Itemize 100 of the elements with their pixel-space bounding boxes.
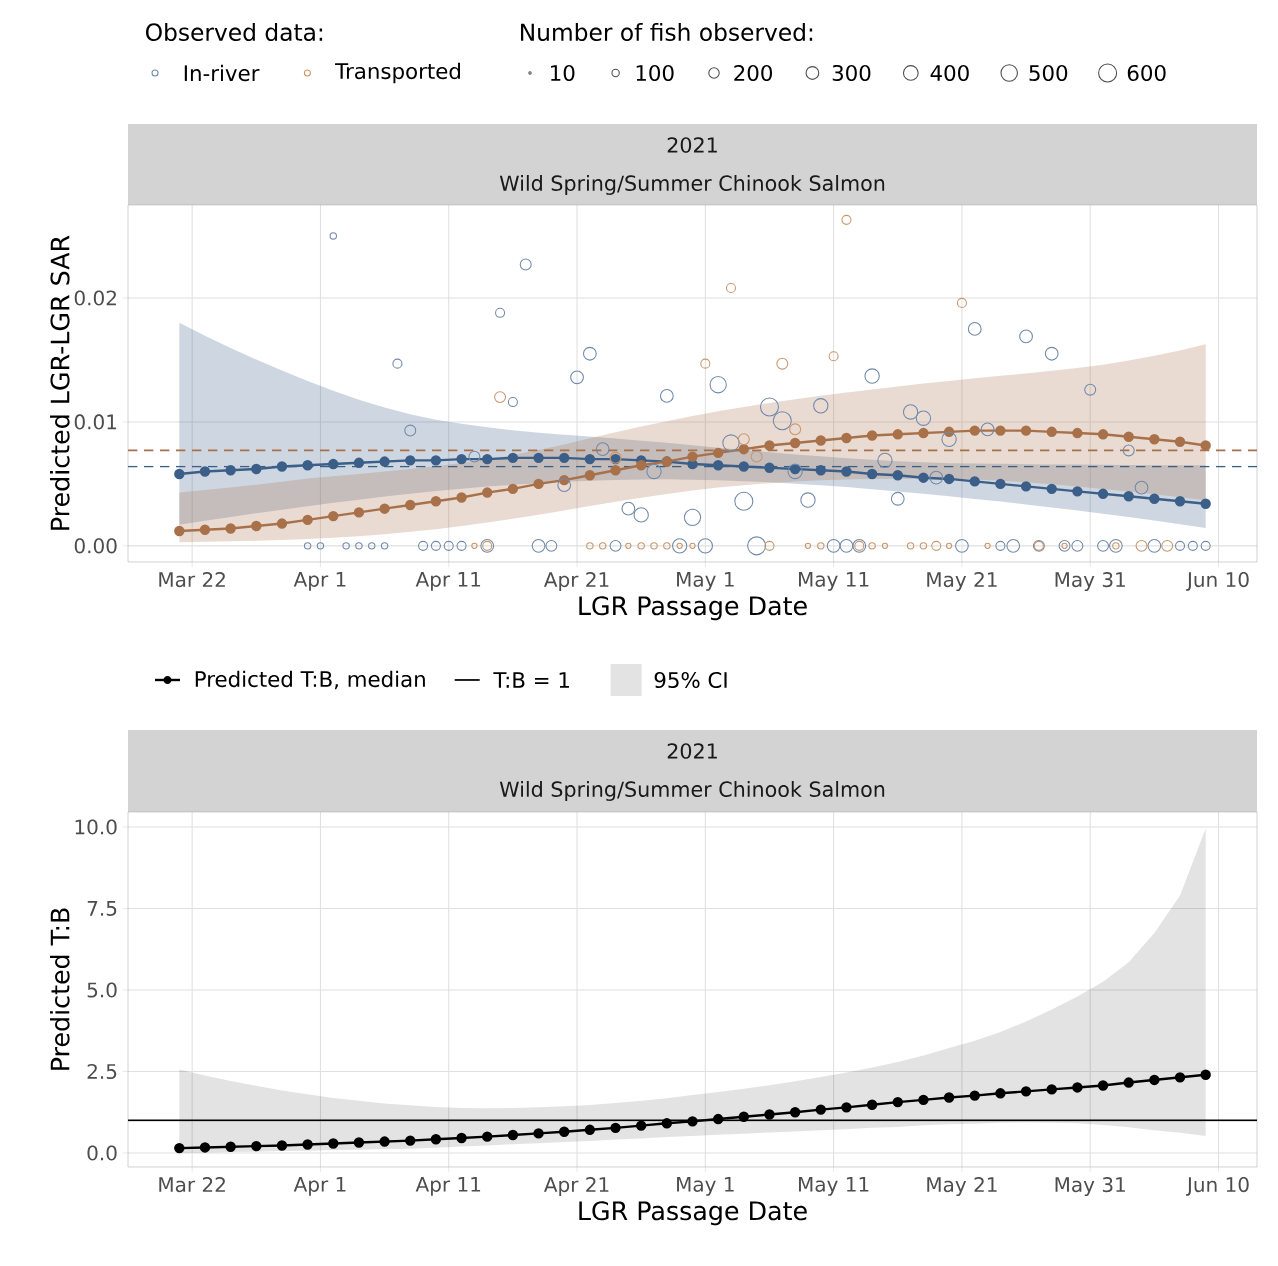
point — [1072, 1082, 1083, 1093]
point — [841, 432, 852, 444]
legend-label: T:B = 1 — [493, 672, 569, 688]
x-tick-label: May 21 — [927, 1177, 997, 1197]
point — [892, 429, 903, 440]
point — [456, 453, 467, 465]
x-tick-label: May 21 — [927, 572, 997, 592]
point — [174, 525, 185, 537]
point — [1097, 429, 1109, 440]
y-tick-label: 0.02 — [74, 290, 116, 306]
x-tick-label: May 1 — [677, 1177, 734, 1196]
point — [276, 518, 288, 529]
legend-label: 500 — [1029, 64, 1068, 82]
chart-title: 2021 — [667, 743, 717, 759]
y-tick-label: 5.0 — [87, 982, 117, 998]
point — [610, 465, 621, 476]
point — [610, 1122, 621, 1134]
point — [1200, 1069, 1211, 1080]
point — [866, 468, 878, 480]
y-tick-label: 0.0 — [87, 1145, 117, 1161]
point — [943, 1092, 955, 1103]
point — [482, 1131, 493, 1142]
point — [1097, 488, 1109, 499]
y-tick-label: 7.5 — [87, 901, 117, 916]
y-tick-label: 0.00 — [74, 538, 117, 554]
point — [584, 1124, 596, 1136]
legend-label: 200 — [734, 64, 772, 82]
point — [456, 1132, 467, 1144]
point — [738, 443, 750, 455]
legend-title: Observed data: — [146, 22, 323, 42]
x-tick-label: Apr 11 — [415, 572, 481, 591]
legend-label: Transported — [335, 62, 460, 84]
point — [584, 470, 596, 481]
x-tick-label: Mar 22 — [159, 572, 225, 588]
point — [1174, 496, 1186, 507]
point — [969, 1090, 980, 1101]
chart-title: 2021 — [667, 137, 717, 153]
legend-label: 10 — [551, 64, 575, 82]
point — [251, 520, 262, 532]
point — [866, 1099, 878, 1110]
point — [1149, 434, 1160, 445]
point — [1200, 440, 1211, 451]
point — [764, 462, 775, 473]
point — [1020, 481, 1032, 492]
point — [712, 447, 724, 459]
chart-subtitle: Wild Spring/Summer Chinook Salmon — [499, 780, 885, 801]
legend-label: Predicted T:B, median — [195, 670, 425, 690]
point — [251, 463, 262, 475]
x-axis-title: LGR Passage Date — [579, 596, 807, 621]
point — [559, 452, 570, 464]
point — [866, 430, 878, 441]
y-tick-label: 0.01 — [74, 414, 117, 430]
point — [174, 468, 185, 480]
point — [712, 1113, 724, 1125]
point — [738, 461, 750, 472]
point — [1149, 1074, 1160, 1086]
point — [507, 483, 519, 495]
legend-label: In-river — [184, 64, 260, 82]
x-tick-label: May 11 — [799, 1177, 869, 1196]
x-tick-label: Apr 1 — [293, 572, 346, 591]
point — [225, 1141, 236, 1152]
point — [918, 1094, 929, 1106]
point — [943, 473, 955, 485]
y-axis-title: Predicted LGR-LGR SAR — [50, 235, 70, 530]
text: Number of fish observed: — [521, 22, 813, 42]
point — [918, 472, 929, 483]
x-tick-label: Apr 21 — [543, 572, 609, 592]
x-tick-label: Apr 21 — [543, 1177, 609, 1197]
point — [995, 478, 1006, 490]
point — [841, 1102, 852, 1113]
point — [1072, 486, 1083, 497]
point — [584, 453, 596, 465]
legend-label: 600 — [1127, 64, 1166, 82]
x-tick-label: May 1 — [677, 572, 734, 591]
point — [764, 1109, 775, 1120]
point — [199, 524, 211, 535]
point — [430, 455, 442, 466]
point — [738, 1111, 750, 1122]
point — [430, 496, 442, 507]
point — [1200, 498, 1211, 509]
point — [1174, 436, 1186, 447]
x-tick-label: Jun 10 — [1185, 572, 1249, 591]
point — [302, 1139, 313, 1150]
point — [635, 1120, 647, 1131]
point — [789, 1107, 801, 1118]
point — [789, 437, 801, 449]
point — [482, 453, 493, 465]
point — [687, 1116, 698, 1127]
point — [661, 1118, 673, 1129]
x-tick-label: May 31 — [1055, 572, 1125, 592]
text: 95% CI — [654, 671, 727, 689]
y-axis-title: Predicted T:B — [50, 908, 70, 1070]
legend-label: 300 — [832, 64, 871, 82]
point — [276, 1140, 288, 1151]
point — [764, 440, 775, 451]
point — [892, 1096, 903, 1108]
point — [507, 452, 519, 464]
point — [815, 1104, 826, 1115]
point — [841, 466, 852, 477]
point — [892, 470, 903, 481]
